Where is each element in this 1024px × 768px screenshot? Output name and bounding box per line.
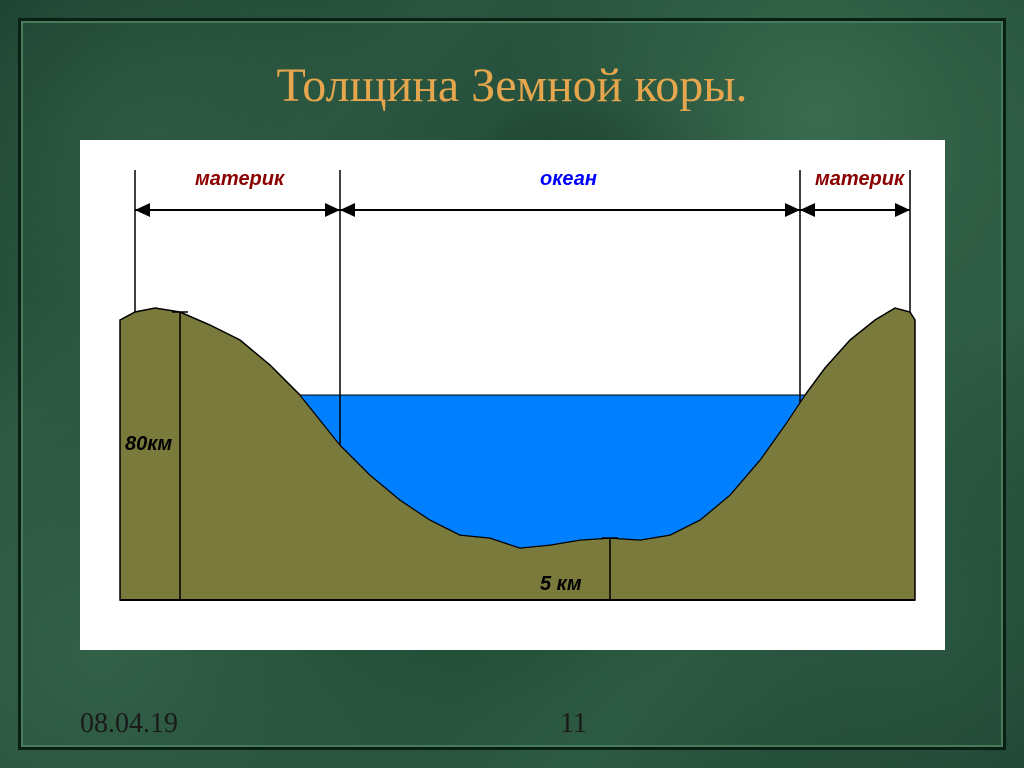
label-80km: 80км	[125, 433, 172, 455]
label-5km: 5 км	[540, 573, 582, 595]
label-continent-right: материк	[815, 168, 905, 190]
label-ocean: океан	[540, 168, 597, 190]
date-label: 08.04.19	[80, 708, 178, 740]
dim-arrow-continent-left	[135, 203, 340, 217]
label-continent-left: материк	[195, 168, 285, 190]
slide-number: 11	[560, 708, 587, 740]
dim-arrow-ocean	[340, 203, 800, 217]
diagram-svg: материк океан материк 80км 5 км	[80, 140, 945, 650]
crust-diagram: материк океан материк 80км 5 км	[80, 140, 945, 650]
slide-title: Толщина Земной коры.	[0, 58, 1024, 113]
dim-arrow-continent-right	[800, 203, 910, 217]
